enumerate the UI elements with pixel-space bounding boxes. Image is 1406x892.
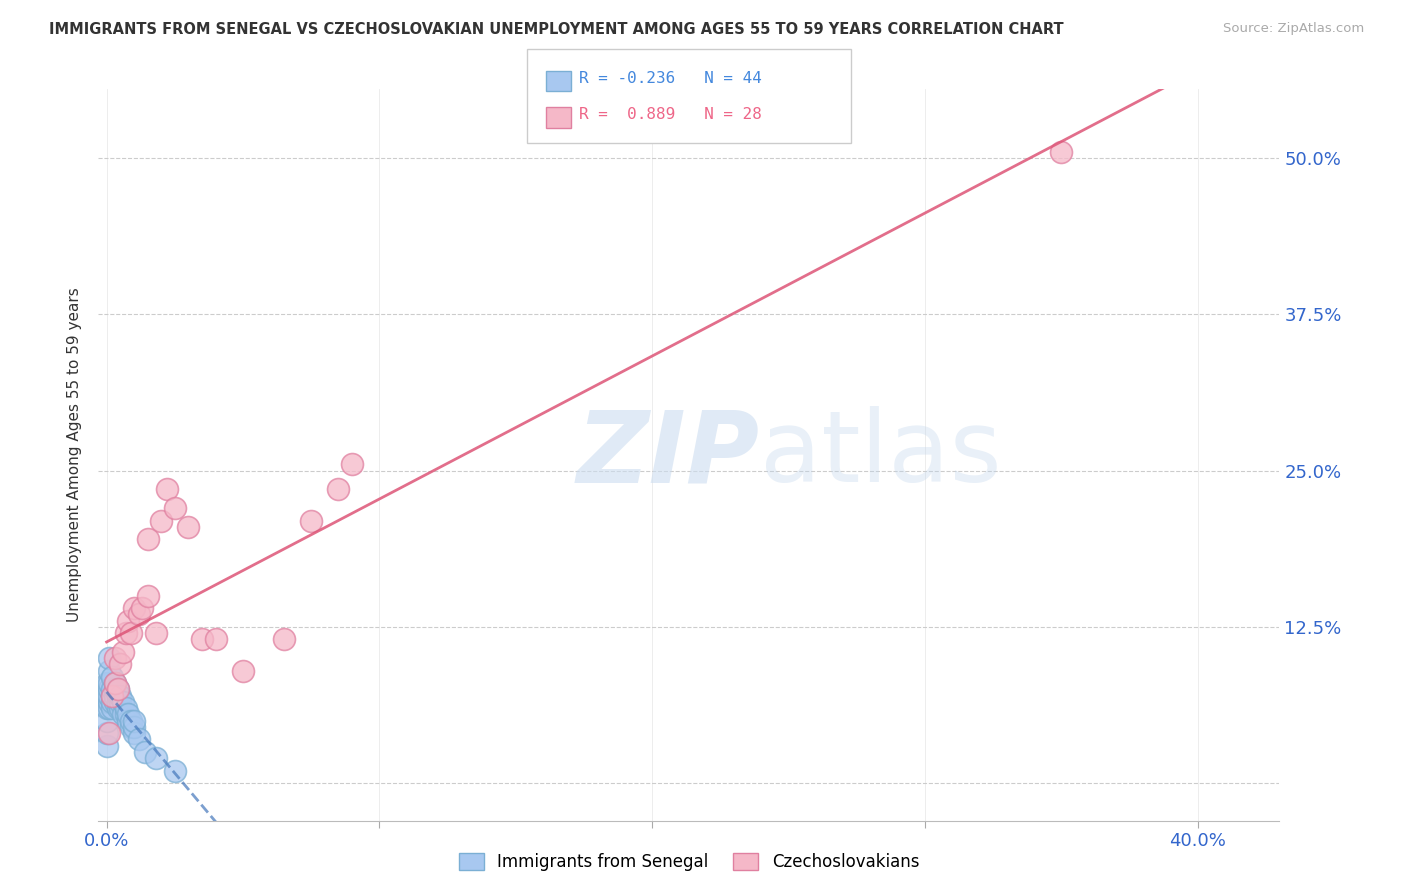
Point — [122, 726, 145, 740]
Point — [104, 651, 127, 665]
Point — [114, 701, 136, 715]
Point — [98, 695, 121, 709]
Point — [101, 689, 124, 703]
Point — [96, 726, 118, 740]
Text: R =  0.889   N = 28: R = 0.889 N = 28 — [579, 107, 762, 122]
Point — [111, 707, 134, 722]
Point — [145, 626, 167, 640]
Point — [110, 689, 132, 703]
Point — [98, 701, 121, 715]
Point — [128, 732, 150, 747]
Point — [122, 720, 145, 734]
Point — [340, 458, 363, 472]
Point — [191, 632, 214, 647]
Point — [299, 514, 322, 528]
Point — [101, 689, 124, 703]
Point — [96, 714, 118, 728]
Point — [98, 682, 121, 697]
Point — [98, 689, 121, 703]
Point — [328, 483, 350, 497]
Text: Source: ZipAtlas.com: Source: ZipAtlas.com — [1223, 22, 1364, 36]
Point — [104, 676, 127, 690]
Point — [107, 682, 129, 697]
Text: ZIP: ZIP — [576, 407, 759, 503]
Point — [136, 533, 159, 547]
Point — [114, 626, 136, 640]
Point — [122, 714, 145, 728]
Point — [104, 682, 127, 697]
Point — [204, 632, 226, 647]
Point — [98, 664, 121, 678]
Point — [120, 720, 142, 734]
Point — [120, 714, 142, 728]
Point — [128, 607, 150, 622]
Point — [96, 689, 118, 703]
Point — [96, 739, 118, 753]
Point — [96, 676, 118, 690]
Point — [107, 682, 129, 697]
Point — [111, 695, 134, 709]
Point — [114, 707, 136, 722]
Point — [101, 695, 124, 709]
Point — [177, 520, 200, 534]
Point — [101, 682, 124, 697]
Point — [117, 714, 139, 728]
Point — [110, 657, 132, 672]
Y-axis label: Unemployment Among Ages 55 to 59 years: Unemployment Among Ages 55 to 59 years — [67, 287, 83, 623]
Point — [1050, 145, 1073, 159]
Point — [110, 701, 132, 715]
Point — [111, 645, 134, 659]
Point — [104, 695, 127, 709]
Point — [120, 626, 142, 640]
Point — [107, 701, 129, 715]
Point — [107, 689, 129, 703]
Point — [104, 689, 127, 703]
Point — [101, 670, 124, 684]
Point — [104, 676, 127, 690]
Point — [163, 764, 186, 778]
Point — [98, 676, 121, 690]
Point — [273, 632, 295, 647]
Point — [98, 651, 121, 665]
Point — [163, 501, 186, 516]
Point — [131, 601, 153, 615]
Point — [101, 701, 124, 715]
Point — [98, 726, 121, 740]
Point — [122, 601, 145, 615]
Point — [155, 483, 177, 497]
Text: IMMIGRANTS FROM SENEGAL VS CZECHOSLOVAKIAN UNEMPLOYMENT AMONG AGES 55 TO 59 YEAR: IMMIGRANTS FROM SENEGAL VS CZECHOSLOVAKI… — [49, 22, 1064, 37]
Text: R = -0.236   N = 44: R = -0.236 N = 44 — [579, 71, 762, 87]
Point — [107, 695, 129, 709]
Legend: Immigrants from Senegal, Czechoslovakians: Immigrants from Senegal, Czechoslovakian… — [453, 847, 925, 878]
Point — [110, 695, 132, 709]
Point — [232, 664, 254, 678]
Point — [145, 751, 167, 765]
Point — [136, 589, 159, 603]
Point — [117, 707, 139, 722]
Text: atlas: atlas — [759, 407, 1001, 503]
Point — [96, 701, 118, 715]
Point — [117, 614, 139, 628]
Point — [134, 745, 156, 759]
Point — [150, 514, 173, 528]
